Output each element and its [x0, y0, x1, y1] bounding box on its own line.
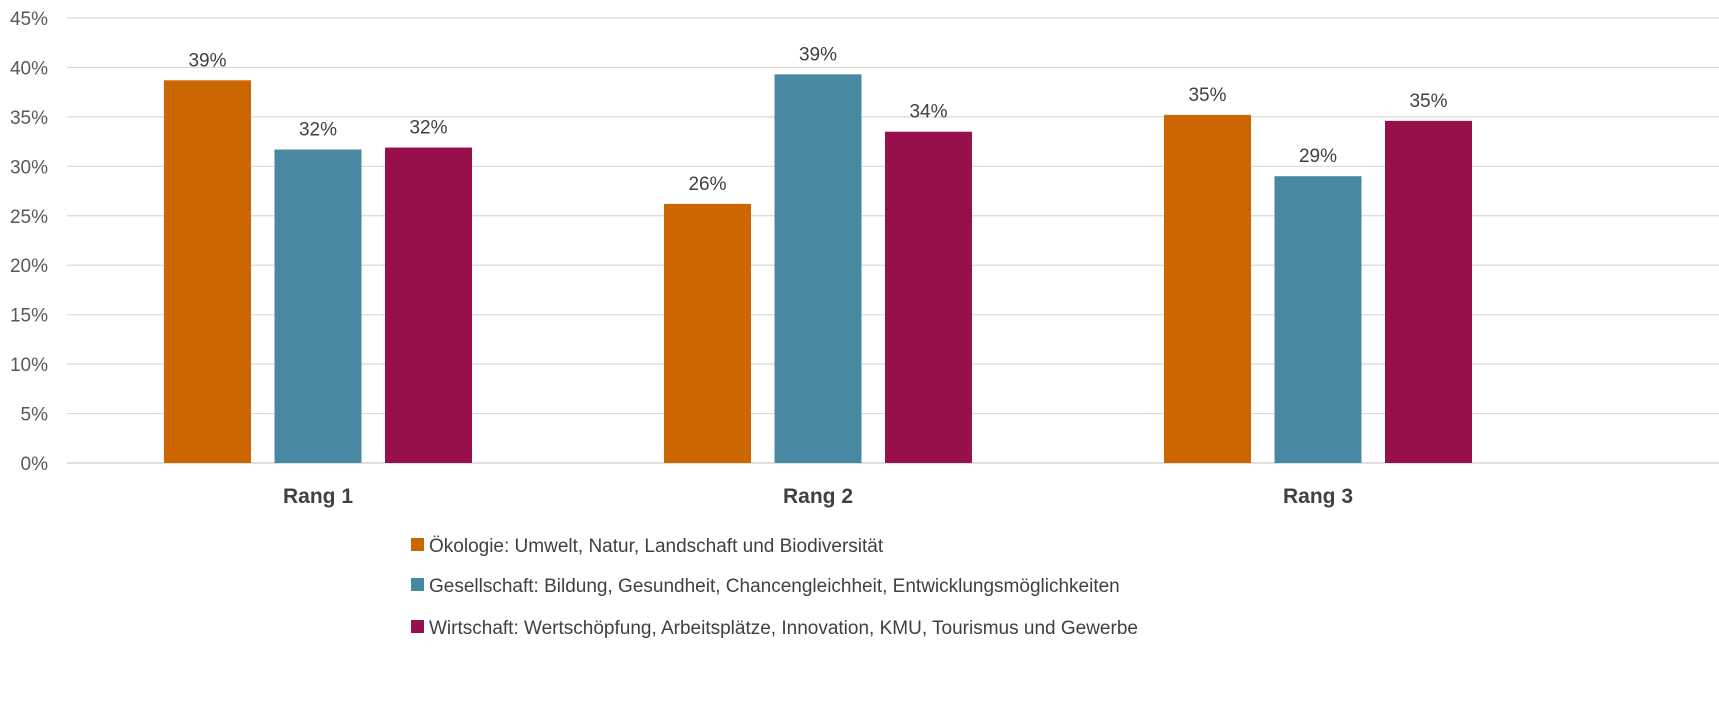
legend-label: Gesellschaft: Bildung, Gesundheit, Chanc…	[429, 576, 1120, 597]
bar	[885, 131, 972, 463]
data-label: 35%	[1409, 91, 1447, 112]
y-tick-label: 10%	[10, 355, 48, 376]
y-tick-label: 25%	[10, 207, 48, 228]
y-tick-label: 20%	[10, 256, 48, 277]
bar	[385, 147, 472, 464]
legend-swatch	[411, 538, 424, 551]
x-axis-categories: Rang 1 Rang 2 Rang 3	[283, 485, 1353, 508]
bars	[164, 74, 1472, 464]
data-label: 26%	[688, 174, 726, 195]
legend: Ökologie: Umwelt, Natur, Landschaft und …	[411, 536, 1138, 639]
bar	[1385, 120, 1472, 463]
data-label: 39%	[799, 44, 837, 65]
bar	[1164, 114, 1251, 464]
x-category-label: Rang 2	[783, 485, 853, 508]
legend-swatch	[411, 578, 424, 591]
y-tick-label: 15%	[10, 306, 48, 327]
legend-item: Wirtschaft: Wertschöpfung, Arbeitsplätze…	[411, 618, 1138, 639]
legend-item: Ökologie: Umwelt, Natur, Landschaft und …	[411, 536, 884, 557]
x-category-label: Rang 3	[1283, 485, 1353, 508]
data-label: 39%	[188, 50, 226, 71]
x-category-label: Rang 1	[283, 485, 353, 508]
bar	[274, 149, 362, 463]
bar	[1274, 176, 1362, 463]
y-tick-label: 5%	[21, 405, 49, 426]
data-label: 34%	[909, 102, 947, 123]
y-tick-label: 30%	[10, 157, 48, 178]
y-tick-label: 35%	[10, 108, 48, 129]
legend-item: Gesellschaft: Bildung, Gesundheit, Chanc…	[411, 576, 1120, 597]
bar	[774, 74, 862, 463]
y-tick-label: 45%	[10, 9, 48, 30]
data-label: 32%	[409, 118, 447, 139]
bar	[664, 203, 751, 463]
legend-label: Wirtschaft: Wertschöpfung, Arbeitsplätze…	[429, 618, 1138, 639]
bar	[164, 80, 251, 464]
legend-swatch	[411, 620, 424, 633]
data-labels: 39% 32% 32% 26% 39% 34% 35% 29% 35%	[188, 44, 1447, 195]
y-tick-label: 0%	[21, 454, 49, 475]
legend-label: Ökologie: Umwelt, Natur, Landschaft und …	[429, 536, 884, 557]
data-label: 29%	[1299, 146, 1337, 167]
y-axis-ticks: 0% 5% 10% 15% 20% 25% 30% 35% 40% 45%	[10, 9, 48, 475]
data-label: 32%	[299, 120, 337, 141]
y-tick-label: 40%	[10, 58, 48, 79]
data-label: 35%	[1188, 85, 1226, 106]
